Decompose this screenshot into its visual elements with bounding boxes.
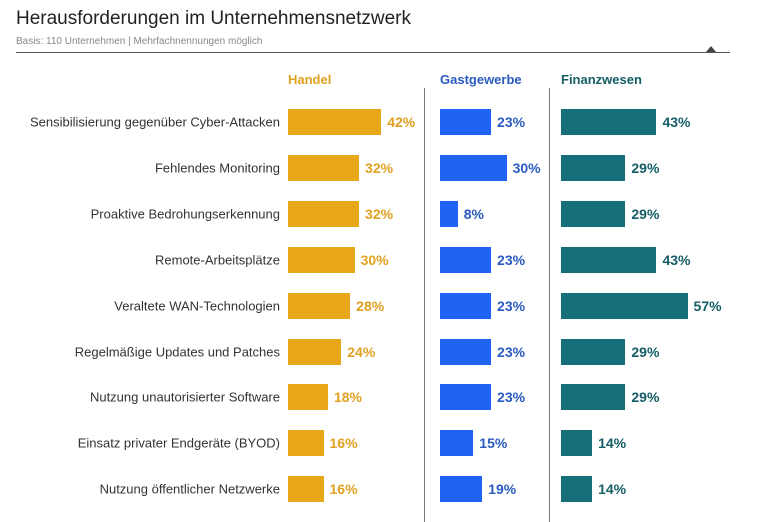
bar-finanzwesen: [561, 246, 657, 273]
bar-handel: [288, 430, 324, 457]
data-label-gastgewerbe: 8%: [463, 205, 484, 222]
chart-title: Herausforderungen im Unternehmensnetzwer…: [16, 8, 411, 29]
data-label-finanzwesen: 14%: [598, 435, 627, 452]
category-label: Proaktive Bedrohungserkennung: [90, 206, 280, 222]
bar-finanzwesen: [561, 384, 626, 411]
bar-handel: [288, 476, 324, 503]
series-header-gastgewerbe: Gastgewerbe: [440, 72, 522, 87]
bar-gastgewerbe: [440, 430, 474, 457]
bar-handel: [288, 200, 360, 227]
data-label-gastgewerbe: 15%: [479, 435, 508, 452]
series-header-finanzwesen: Finanzwesen: [561, 72, 642, 87]
bar-handel: [288, 292, 351, 319]
bar-handel: [288, 384, 328, 411]
data-label-gastgewerbe: 23%: [497, 297, 526, 314]
category-label: Regelmäßige Updates und Patches: [74, 344, 280, 359]
data-label-handel: 16%: [329, 435, 358, 452]
collapse-triangle-icon[interactable]: [706, 46, 716, 52]
data-label-handel: 30%: [360, 251, 389, 268]
data-label-finanzwesen: 29%: [631, 205, 660, 222]
data-label-gastgewerbe: 23%: [497, 343, 526, 360]
bar-gastgewerbe: [440, 154, 507, 181]
data-label-finanzwesen: 43%: [662, 251, 691, 268]
data-label-handel: 32%: [365, 205, 394, 222]
bar-gastgewerbe: [440, 109, 492, 135]
data-label-gastgewerbe: 19%: [488, 481, 517, 498]
bar-finanzwesen: [561, 338, 626, 365]
data-label-handel: 28%: [356, 297, 385, 314]
bar-gastgewerbe: [440, 292, 492, 319]
bar-gastgewerbe: [440, 246, 492, 273]
data-label-finanzwesen: 43%: [662, 114, 691, 130]
data-label-handel: 16%: [329, 481, 358, 498]
data-label-finanzwesen: 29%: [631, 159, 660, 176]
bar-finanzwesen: [561, 430, 593, 457]
bar-gastgewerbe: [440, 338, 492, 365]
data-label-finanzwesen: 14%: [598, 481, 627, 498]
category-label: Remote-Arbeitsplätze: [155, 252, 280, 268]
category-label: Nutzung unautorisierter Software: [89, 389, 280, 405]
data-label-finanzwesen: 29%: [631, 343, 660, 360]
data-label-gastgewerbe: 30%: [512, 159, 541, 176]
column-divider: [424, 88, 425, 522]
data-label-gastgewerbe: 23%: [497, 389, 526, 406]
bar-finanzwesen: [561, 476, 593, 503]
data-label-handel: 32%: [365, 159, 394, 176]
bar-handel: [288, 109, 382, 135]
bar-handel: [288, 154, 360, 181]
bar-finanzwesen: [561, 200, 626, 227]
data-label-gastgewerbe: 23%: [497, 114, 526, 130]
bar-gastgewerbe: [440, 476, 483, 503]
data-label-handel: 24%: [347, 343, 376, 360]
category-label: Nutzung öffentlicher Netzwerke: [99, 481, 280, 497]
data-label-handel: 18%: [333, 389, 362, 406]
category-label: Veraltete WAN-Technologien: [114, 298, 280, 314]
data-label-gastgewerbe: 23%: [497, 251, 526, 268]
column-divider: [549, 88, 550, 522]
data-label-finanzwesen: 57%: [693, 297, 722, 314]
bar-finanzwesen: [561, 154, 626, 181]
bar-handel: [288, 246, 355, 273]
bar-handel: [288, 338, 342, 365]
bar-gastgewerbe: [440, 200, 458, 227]
category-label: Fehlendes Monitoring: [154, 160, 280, 176]
data-label-handel: 42%: [387, 114, 416, 130]
series-header-handel: Handel: [288, 72, 332, 87]
category-label: Sensibilisierung gegenüber Cyber-Attacke…: [29, 114, 280, 130]
bar-finanzwesen: [561, 109, 657, 135]
chart-subtitle: Basis: 110 Unternehmen | Mehrfachnennung…: [16, 36, 263, 47]
bar-finanzwesen: [561, 292, 688, 319]
data-label-finanzwesen: 29%: [631, 389, 660, 406]
bar-gastgewerbe: [440, 384, 492, 411]
title-rule: [16, 52, 730, 53]
category-label: Einsatz privater Endgeräte (BYOD): [77, 435, 280, 451]
